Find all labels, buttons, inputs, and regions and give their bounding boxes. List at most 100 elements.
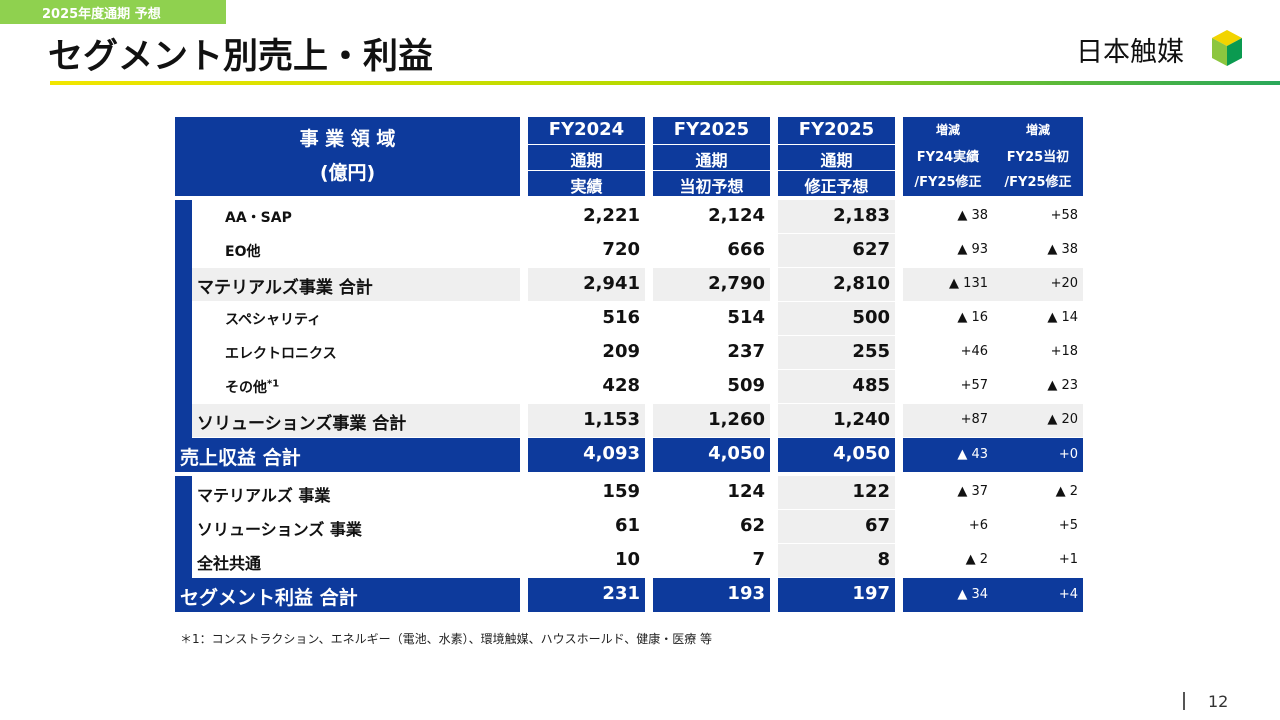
value-cell: 4,050 (833, 443, 890, 465)
subtotal-bg (192, 268, 520, 301)
value-cell: 666 (727, 238, 765, 260)
highlight-column (778, 336, 895, 369)
value-cell: +1 (1058, 552, 1078, 568)
header-text: /FY25修正 (1004, 175, 1072, 190)
value-cell: 209 (602, 340, 640, 362)
header-text: 事 業 領 域 (299, 128, 396, 150)
value-cell: ▲ 38 (1047, 242, 1078, 258)
value-cell: ▲ 2 (1055, 484, 1078, 500)
row-label: AA・SAP (225, 210, 292, 227)
header-divider (653, 170, 770, 171)
logo-mark (1212, 30, 1242, 66)
value-cell: +57 (960, 378, 988, 394)
value-cell: +87 (960, 412, 988, 428)
value-cell: 485 (852, 374, 890, 396)
value-cell: 197 (852, 583, 890, 605)
value-cell: +4 (1058, 586, 1078, 602)
total-cell (653, 438, 770, 472)
highlight-column (778, 268, 895, 301)
total-label-cell (175, 578, 520, 612)
highlight-column (778, 510, 895, 543)
footnote: ＊1：コンストラクション、エネルギー（電池、水素）、環境触媒、ハウスホールド、健… (180, 632, 713, 646)
page-separator (1183, 692, 1185, 710)
row-label: マテリアルズ 事業 (197, 486, 331, 506)
row-label: エレクトロニクス (225, 346, 337, 363)
row-label: EO他 (225, 244, 261, 261)
value-cell: +46 (960, 344, 988, 360)
subtotal-bg (653, 268, 770, 301)
value-cell: ▲ 23 (1047, 378, 1078, 394)
highlight-column (778, 234, 895, 267)
value-cell: 2,221 (583, 204, 640, 226)
value-cell: ▲ 34 (957, 586, 988, 602)
value-cell: ▲ 14 (1047, 310, 1078, 326)
row-label: 売上収益 合計 (180, 446, 301, 469)
value-cell: 1,153 (583, 408, 640, 430)
value-cell: 122 (852, 480, 890, 502)
value-cell: ▲ 43 (957, 446, 988, 462)
header-cell (778, 117, 895, 196)
header-cell (528, 117, 645, 196)
highlight-column (778, 302, 895, 335)
value-cell: 514 (727, 306, 765, 328)
row-label: ソリューションズ事業 合計 (197, 414, 407, 435)
header-text: 増減 (1025, 123, 1050, 137)
value-cell: 428 (602, 374, 640, 396)
value-cell: ▲ 93 (957, 242, 988, 258)
total-cell (778, 438, 895, 472)
value-cell: +5 (1058, 518, 1078, 534)
header-text: 当初予想 (679, 177, 744, 196)
total-cell (778, 578, 895, 612)
tag: 2025年度通期 予想 (0, 0, 226, 24)
header-text: FY25当初 (1006, 150, 1070, 165)
highlight-column (778, 200, 895, 233)
subtotal-bg (903, 268, 1083, 301)
value-cell: 2,810 (833, 272, 890, 294)
total-cell (903, 578, 1083, 612)
value-cell: 7 (752, 548, 765, 570)
value-cell: 193 (727, 583, 765, 605)
value-cell: 509 (727, 374, 765, 396)
value-cell: 231 (602, 583, 640, 605)
value-cell: 516 (602, 306, 640, 328)
value-cell: ▲ 38 (957, 208, 988, 224)
subtotal-bg (653, 404, 770, 437)
subtotal-bg (903, 404, 1083, 437)
value-cell: 61 (614, 514, 640, 536)
value-cell: ▲ 2 (965, 552, 988, 568)
highlight-column (778, 544, 895, 577)
value-cell: 67 (864, 514, 890, 536)
row-label: スペシャリティ (225, 312, 322, 329)
total-cell (653, 578, 770, 612)
row-label: セグメント利益 合計 (180, 586, 358, 609)
header-divider (653, 144, 770, 145)
value-cell: +20 (1050, 276, 1078, 292)
value-cell: 8 (877, 548, 890, 570)
value-cell: 500 (852, 306, 890, 328)
note-mark: *1 (267, 378, 280, 390)
header-text: 通期 (570, 151, 603, 170)
value-cell: 1,260 (708, 408, 765, 430)
group-bar (175, 200, 192, 438)
value-cell: ▲ 16 (957, 310, 988, 326)
value-cell: 627 (852, 238, 890, 260)
total-cell (528, 438, 645, 472)
title-rule (50, 81, 1280, 85)
row-label: その他*1 (225, 378, 280, 397)
header-cell (653, 117, 770, 196)
subtotal-bg (528, 404, 645, 437)
header-text: 修正予想 (804, 177, 869, 196)
row-label: マテリアルズ事業 合計 (197, 278, 373, 299)
page-number: 12 (1208, 692, 1229, 711)
header-text: /FY25修正 (914, 175, 982, 190)
header-text: FY2025 (798, 119, 875, 140)
subtotal-bg (192, 404, 520, 437)
value-cell: +0 (1058, 446, 1078, 462)
header-text: 増減 (935, 123, 960, 137)
header-text: (億円) (319, 162, 376, 184)
value-cell: +6 (968, 518, 988, 534)
value-cell: 720 (602, 238, 640, 260)
header-text: 通期 (820, 151, 853, 170)
row-label: 全社共通 (197, 554, 262, 574)
